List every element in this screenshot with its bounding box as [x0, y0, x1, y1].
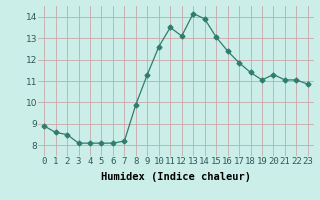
X-axis label: Humidex (Indice chaleur): Humidex (Indice chaleur) — [101, 172, 251, 182]
